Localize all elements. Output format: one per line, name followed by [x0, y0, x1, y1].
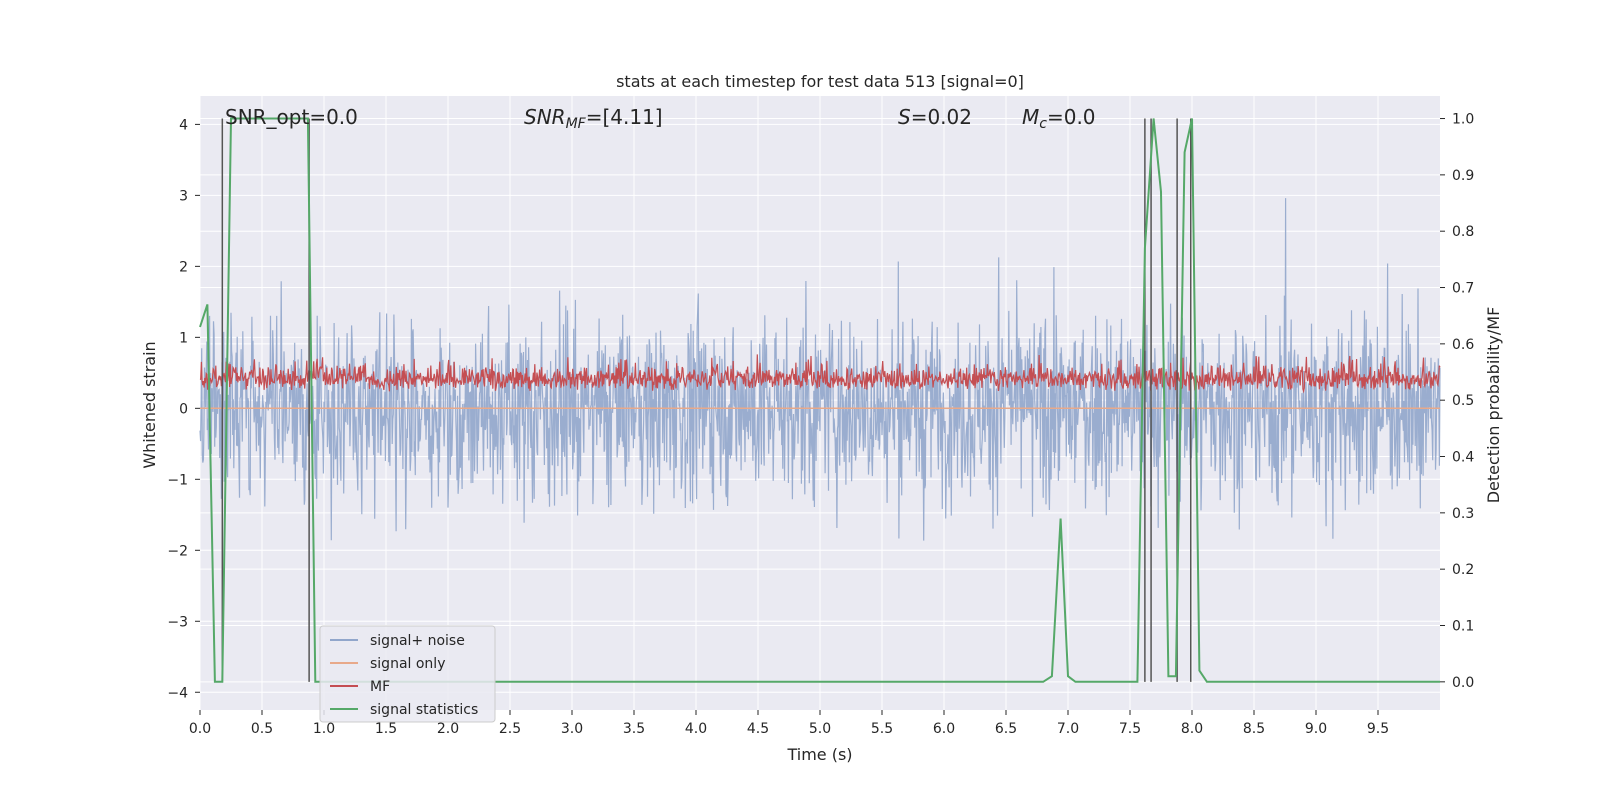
y2-tick-label: 0.7 [1452, 281, 1474, 297]
x-tick-label: 5.0 [809, 721, 831, 737]
x-axis-label: Time (s) [786, 745, 852, 764]
y2-tick-label: 0.3 [1452, 506, 1474, 522]
x-tick-label: 9.0 [1305, 721, 1327, 737]
x-tick-label: 5.5 [871, 721, 893, 737]
legend-label-signal-plus-noise: signal+ noise [370, 633, 465, 649]
y2-tick-label: 1.0 [1452, 112, 1474, 128]
x-tick-label: 7.0 [1057, 721, 1079, 737]
y2-tick-label: 0.9 [1452, 168, 1474, 184]
y2-tick-label: 0.4 [1452, 450, 1474, 466]
x-tick-label: 1.5 [375, 721, 397, 737]
legend-label-signal-statistics: signal statistics [370, 702, 478, 718]
y2-tick-label: 0.1 [1452, 619, 1474, 635]
legend-box [319, 625, 496, 723]
x-tick-label: 0.5 [251, 721, 273, 737]
y2-tick-label: 0.5 [1452, 393, 1474, 409]
mc-annotation: Mc=0.0 [1022, 105, 1096, 132]
y-tick-label: 0 [179, 401, 188, 417]
legend-label-signal-only: signal only [370, 656, 445, 672]
x-tick-label: 6.5 [995, 721, 1017, 737]
y-tick-label: −3 [167, 614, 188, 630]
x-tick-label: 4.5 [747, 721, 769, 737]
y2-tick-label: 0.2 [1452, 562, 1474, 578]
x-axis-ticks: 0.0 0.5 1.0 1.5 2.0 2.5 3.0 3.5 4.0 4.5 5.0 5.5 6.0 6… [189, 710, 1389, 737]
x-tick-label: 2.0 [437, 721, 459, 737]
detection-vlines [221, 118, 1192, 682]
snr-mf-annotation: SNRMF=[4.11] [524, 105, 663, 132]
y-axis-ticks: 4 3 2 1 0 −1 −2 −3 −4 [167, 117, 200, 701]
x-tick-label: 3.5 [623, 721, 645, 737]
signal-plus-noise-series [199, 198, 1441, 541]
y2-tick-label: 0.6 [1452, 337, 1474, 353]
y2-tick-label: 0.8 [1452, 224, 1474, 240]
y-tick-label: 2 [179, 259, 188, 275]
legend-label-mf: MF [370, 679, 390, 695]
x-tick-label: 2.5 [499, 721, 521, 737]
chart-title: stats at each timestep for test data 513… [616, 72, 1024, 91]
mf-line [199, 350, 1441, 394]
legend: signal+ noise signal only MF signal stat… [319, 625, 496, 723]
y-tick-label: 3 [179, 188, 188, 204]
x-tick-label: 0.0 [189, 721, 211, 737]
x-tick-label: 7.5 [1119, 721, 1141, 737]
x-tick-label: 8.5 [1243, 721, 1265, 737]
snr-opt-annotation: SNR_opt=0.0 [225, 105, 358, 129]
s-annotation: S=0.02 [898, 105, 972, 129]
mf-series [199, 350, 1441, 394]
y-tick-label: −1 [167, 472, 188, 488]
y2-axis-label: Detection probability/MF [1484, 307, 1503, 504]
y2-tick-label: 0.0 [1452, 675, 1474, 691]
y-axis-label: Whitened strain [140, 341, 159, 468]
y-tick-label: 4 [179, 117, 188, 133]
y-tick-label: −2 [167, 543, 188, 559]
y-tick-label: −4 [167, 685, 188, 701]
y-tick-label: 1 [179, 330, 188, 346]
signal-plus-noise-line [199, 198, 1441, 541]
x-tick-label: 6.0 [933, 721, 955, 737]
y2-axis-ticks: 1.0 0.9 0.8 0.7 0.6 0.5 0.4 0.3 0.2 0.1 0.0 [1440, 112, 1474, 691]
x-tick-label: 3.0 [561, 721, 583, 737]
x-tick-label: 9.5 [1367, 721, 1389, 737]
x-tick-label: 4.0 [685, 721, 707, 737]
x-tick-label: 8.0 [1181, 721, 1203, 737]
x-tick-label: 1.0 [313, 721, 335, 737]
